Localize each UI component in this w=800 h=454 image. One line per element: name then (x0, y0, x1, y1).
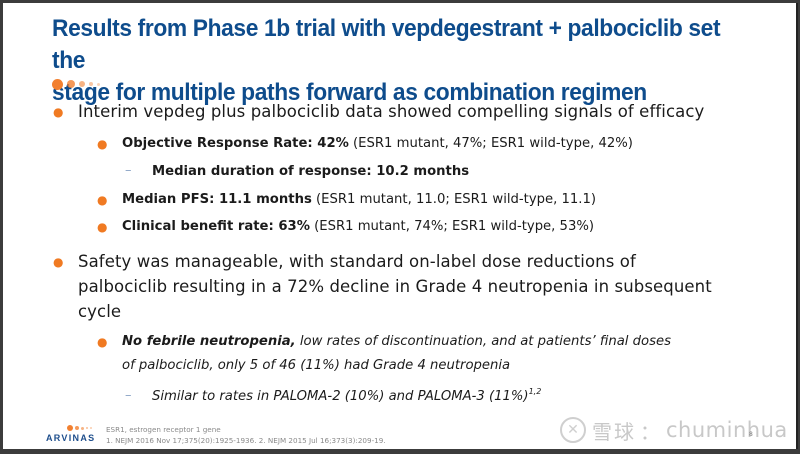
bullet-febrile: ● No febrile neutropenia, low rates of d… (97, 330, 772, 378)
bullet-dot-icon: ● (53, 255, 64, 269)
bullet-dot-icon: ● (97, 220, 108, 234)
bullet-dot-icon: ● (97, 335, 108, 349)
bullet-safety: ● Safety was manageable, with standard o… (53, 252, 712, 321)
slide-body: ● Interim vepdeg plus palbociclib data s… (3, 3, 796, 449)
bullet-dot-icon: ● (97, 193, 108, 207)
bullet-pfs: ● Median PFS: 11.1 months (ESR1 mutant, … (97, 188, 772, 212)
footnote-references: 1. NEJM 2016 Nov 17;375(20):1925-1936. 2… (106, 436, 386, 445)
slide-title: Results from Phase 1b trial with vepdege… (52, 13, 722, 109)
footnotes: ESR1, estrogen receptor 1 gene 1. NEJM 2… (106, 424, 386, 446)
logo-dots-icon (67, 424, 96, 432)
bullet-orr: ● Objective Response Rate: 42% (ESR1 mut… (97, 132, 772, 156)
dash-icon: – (125, 388, 132, 403)
slide: Results from Phase 1b trial with vepdege… (3, 3, 798, 449)
dash-icon: – (125, 163, 132, 178)
page-number: 8 (749, 431, 753, 438)
snowball-logo-icon: ✕ (560, 417, 586, 443)
bullet-dot-icon: ● (53, 105, 64, 119)
bullet-efficacy: ● Interim vepdeg plus palbociclib data s… (53, 99, 778, 124)
title-line-1: Results from Phase 1b trial with vepdege… (52, 15, 721, 74)
bullet-paloma: – Similar to rates in PALOMA-2 (10%) and… (125, 385, 772, 409)
watermark: ✕ 雪球 ： chuminhua (560, 415, 788, 445)
arvinas-logo: ARVINAS (46, 424, 96, 443)
bullet-cbr: ● Clinical benefit rate: 63% (ESR1 mutan… (97, 215, 772, 239)
accent-dots-icon (52, 77, 104, 91)
bullet-dor: – Median duration of response: 10.2 mont… (125, 160, 772, 184)
bullet-dot-icon: ● (97, 137, 108, 151)
footnote-abbrev: ESR1, estrogen receptor 1 gene (106, 425, 221, 434)
title-line-2: stage for multiple paths forward as comb… (52, 79, 647, 106)
